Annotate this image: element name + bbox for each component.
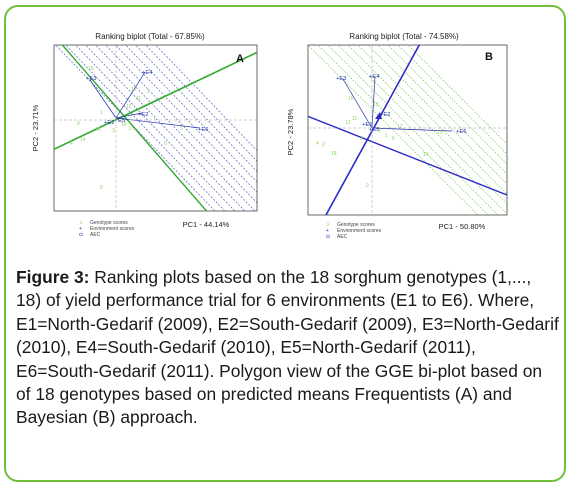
panel-a-ranking-lines [55,45,257,211]
panel-a-env-label: +E4 [142,70,153,76]
panel-b-title: Ranking biplot (Total - 74.58%) [349,32,459,41]
panel-b-genotype-label: 12 [345,120,351,126]
panel-b-legend-genotype: Genotype scores [337,222,375,228]
panel-b-genotype-label: 17 [397,124,403,130]
panel-a-xlabel: PC1 - 44.14% [183,220,230,229]
panel-b-legend: x Genotype scores + Environment scores A… [326,222,382,240]
panel-b-genotype-label: 4 [316,141,319,147]
panel-b-env-label: +E2 [380,112,390,118]
panel-b-genotype-label: 1 [385,133,388,139]
panel-a-genotype-label: 15 [95,127,101,133]
panel-a-plot-area [53,44,258,212]
panel-a-env-label: +E1 [104,120,114,126]
panel-b-aec-arrow [375,112,382,119]
panel-a-letter: A [236,53,244,65]
panel-a-legend-genotype: Genotype scores [90,220,128,226]
biplot-panels: Ranking biplot (Total - 67.85%) [31,32,508,240]
panel-b-ranking-lines [308,45,507,215]
panel-b-genotype-label: 2 [322,142,325,148]
panel-b-genotype-label: 14 [423,152,429,158]
panel-b-genotype-label: 16 [348,96,354,102]
svg-text:+: + [326,228,329,234]
panel-a-genotype-label: 7 [153,116,156,122]
panel-a-genotype-label: 17 [128,126,134,132]
figure-label: Figure 3: [16,267,90,287]
panel-b-genotype-label: 8 [392,136,395,142]
panel-a-genotype-label: 2 [147,89,150,95]
panel-b-genotype-label: 11 [352,116,357,122]
panel-a-genotype-label: 9 [100,185,103,191]
panel-b-aec-abscissa [325,45,421,215]
panel-a-env-label: +E2 [138,112,148,118]
panel-b-environment-vectors [342,76,453,132]
panel-a-env-label: +E6 [198,127,208,133]
panel-b-env-label: +E1 [362,122,372,128]
panel-a-genotype-label: 4 [70,141,73,147]
panel-b-env-label: +E4 [369,74,380,80]
panel-b-env-label: +E5 [369,127,379,133]
panel-b-legend-environment: Environment scores [337,228,382,234]
figure-caption-text: Ranking plots based on the 18 sorghum ge… [16,267,559,428]
panel-a-legend: x Genotype scores + Environment scores A… [79,220,135,238]
panel-a-env-label: E5 [118,118,125,124]
panel-a-genotype-label: 3 [112,128,115,134]
figure-caption: Figure 3: Ranking plots based on the 18 … [16,266,561,430]
panel-a-genotype-label: 6 [164,141,167,147]
panel-a-title: Ranking biplot (Total - 67.85%) [95,32,205,41]
panel-a-aec-ordinate [61,45,208,211]
panel-b-genotype-label: 7 [378,129,381,135]
panel-b-legend-aec: AEC [337,234,348,240]
panel-a-env-label: +E3 [86,76,96,82]
svg-text:+: + [79,226,82,232]
panel-b-genotype-label: 15 [437,130,443,136]
panel-a-genotype-label: 18 [121,122,127,128]
panel-a-genotype-label: 14 [80,137,86,143]
panel-b-env-label: +E6 [456,129,466,135]
panel-b: Ranking biplot (Total - 74.58%) [286,32,508,240]
panel-b-genotype-label: 3 [360,136,363,142]
panel-b-plot-area [307,44,508,216]
panel-a-genotype-label: 11 [136,96,141,102]
svg-text:x: x [80,220,83,226]
panel-b-ylabel: PC2 - 23.78% [286,108,295,155]
panel-a-ylabel: PC2 - 23.71% [31,104,40,151]
panel-a: Ranking biplot (Total - 67.85%) [31,32,258,238]
panel-a-legend-aec: AEC [90,232,101,238]
panel-b-letter: B [485,51,493,63]
panel-b-aec-ordinate [308,115,507,196]
panel-b-genotype-label: 9 [366,183,369,189]
panel-b-genotype-label: 13 [373,102,379,108]
panel-b-genotype-label: 18 [331,151,337,157]
panel-a-genotype-label: 12 [126,104,132,110]
svg-text:x: x [327,222,330,228]
panel-a-aec-abscissa [54,51,257,151]
panel-a-environment-vectors [89,71,201,129]
panel-a-legend-environment: Environment scores [90,226,135,232]
panel-b-env-label: +E3 [336,76,346,82]
panel-a-genotype-label: 16 [88,66,94,72]
panel-b-xlabel: PC1 - 50.80% [439,222,486,231]
panel-a-genotype-label: 8 [77,121,80,127]
panel-a-genotype-label: 1 [100,110,103,116]
panel-a-genotype-label: 13 [131,87,137,93]
panel-a-genotype-label: 5 [180,126,183,132]
